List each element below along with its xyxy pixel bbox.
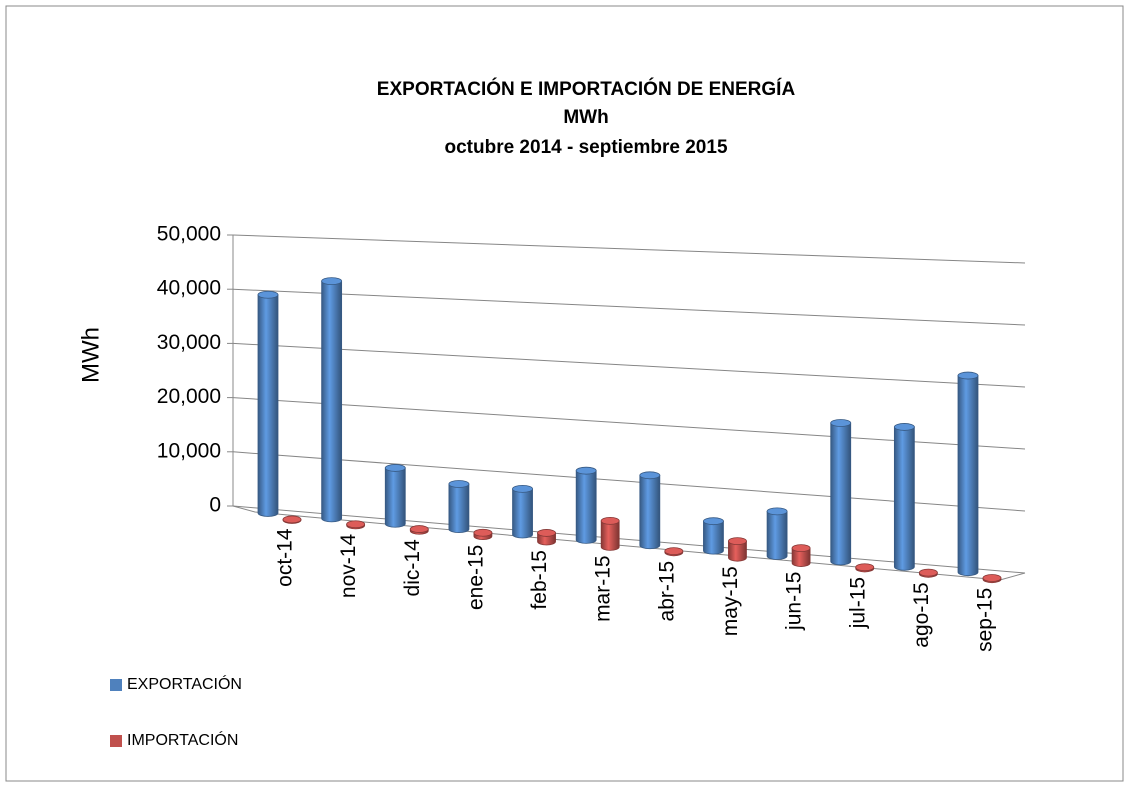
y-tick-label: 50,000 xyxy=(157,223,221,246)
grid-line xyxy=(232,342,1026,388)
bar xyxy=(957,375,979,577)
bar xyxy=(512,488,533,539)
bar-top xyxy=(575,466,597,475)
grid-line xyxy=(232,288,1026,326)
grid-line xyxy=(232,234,1026,264)
x-tick-label: mar-15 xyxy=(592,555,615,622)
bar-top xyxy=(893,423,915,431)
chart-title: octubre 2014 - septiembre 2015 xyxy=(444,137,727,158)
x-tick-label: may-15 xyxy=(719,566,742,636)
bar xyxy=(384,467,406,528)
bar-top xyxy=(473,528,493,537)
legend-label: IMPORTACIÓN xyxy=(127,730,238,749)
bar-top xyxy=(982,574,1002,582)
bar-top xyxy=(664,547,684,556)
x-tick-label: ene-15 xyxy=(464,545,487,610)
bar xyxy=(728,540,747,562)
bar-top xyxy=(639,471,661,480)
bar-top xyxy=(448,480,470,488)
chart-title: MWh xyxy=(563,107,608,128)
x-tick-label: jul-15 xyxy=(846,577,869,629)
bar-top xyxy=(537,529,556,537)
bar xyxy=(830,422,852,566)
grid-line xyxy=(232,505,1026,574)
bar-top xyxy=(791,544,811,553)
bar xyxy=(893,426,915,571)
floor xyxy=(232,505,1026,581)
bar xyxy=(766,510,788,560)
y-tick-label: 0 xyxy=(209,494,221,517)
bar xyxy=(448,483,470,534)
bar xyxy=(791,547,811,567)
y-axis-label: MWh xyxy=(77,327,104,383)
bar-top xyxy=(830,419,852,427)
x-tick-label: jun-15 xyxy=(783,572,806,631)
bar xyxy=(575,470,597,544)
bar xyxy=(639,474,661,550)
x-tick-label: oct-14 xyxy=(274,528,297,587)
bar-top xyxy=(512,484,533,493)
bar xyxy=(703,520,724,555)
legend-label: EXPORTACIÓN xyxy=(127,674,242,693)
bar xyxy=(257,294,279,517)
x-tick-label: ago-15 xyxy=(910,582,933,647)
legend-swatch xyxy=(110,679,122,691)
bar xyxy=(600,520,620,551)
x-tick-label: abr-15 xyxy=(655,561,678,622)
bar-top xyxy=(766,507,788,516)
bar-top xyxy=(918,568,938,577)
grid-line xyxy=(232,397,1026,450)
bar-top xyxy=(957,371,979,380)
y-tick-label: 40,000 xyxy=(157,277,221,300)
bar-top xyxy=(855,563,875,572)
y-tick-label: 30,000 xyxy=(157,331,221,354)
bar-top xyxy=(600,516,620,525)
x-tick-label: feb-15 xyxy=(528,550,551,610)
x-tick-label: sep-15 xyxy=(974,588,997,652)
legend-swatch xyxy=(110,735,122,747)
x-tick-label: dic-14 xyxy=(401,539,424,597)
bar-top xyxy=(409,525,429,533)
chart-frame xyxy=(5,5,1124,782)
bar-top xyxy=(703,517,724,526)
bar-top xyxy=(384,464,406,472)
bar-top xyxy=(282,515,302,524)
bar-top xyxy=(346,520,366,529)
y-tick-label: 10,000 xyxy=(157,439,221,462)
x-tick-label: nov-14 xyxy=(337,534,360,599)
y-tick-label: 20,000 xyxy=(157,385,221,408)
chart-title: EXPORTACIÓN E IMPORTACIÓN DE ENERGÍA xyxy=(377,78,796,100)
bar-top xyxy=(321,277,343,286)
bar xyxy=(321,280,343,523)
bar-top xyxy=(257,290,279,299)
bar-top xyxy=(728,537,747,546)
grid-line xyxy=(232,451,1026,512)
